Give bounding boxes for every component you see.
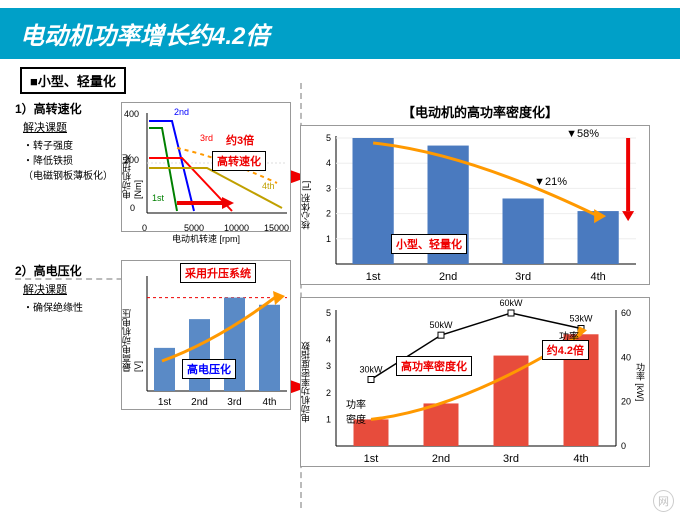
svg-text:2: 2 xyxy=(326,388,331,398)
sec1-title: 1）高转速化 xyxy=(15,100,115,117)
sec1-bullets: ・转子强度 ・降低铁损 （电磁钢板薄板化） xyxy=(23,137,115,182)
sec2-title: 2）高电压化 xyxy=(15,262,115,279)
sec2-subtitle: 解决课题 xyxy=(23,281,115,297)
voltage-chart: 1st 2nd 3rd 4th 最高电动机电压 [V] 采用升压系统 高电压化 xyxy=(121,260,291,410)
svg-text:60kW: 60kW xyxy=(499,298,523,308)
section-label: ■小型、轻量化 xyxy=(20,67,126,94)
sec2-bullets: ・确保绝缘性 xyxy=(23,299,115,314)
svg-text:3rd: 3rd xyxy=(503,453,519,465)
svg-text:1: 1 xyxy=(326,414,331,424)
section-2: 2）高电压化 解决课题 ・确保绝缘性 1st 2nd 3rd 4th 最高电动机电压 … xyxy=(15,260,295,410)
svg-text:2: 2 xyxy=(326,209,331,219)
callout: 高转速化 xyxy=(212,151,266,171)
sec1-subtitle: 解决课题 xyxy=(23,119,115,135)
watermark: 网 xyxy=(653,490,674,512)
svg-text:4: 4 xyxy=(326,335,331,345)
svg-text:50kW: 50kW xyxy=(429,320,453,330)
svg-text:3rd: 3rd xyxy=(227,397,241,408)
page-title: 电动机功率增长约4.2倍 xyxy=(0,8,680,59)
svg-text:3: 3 xyxy=(326,183,331,193)
callout: 高功率密度化 xyxy=(396,356,472,376)
svg-text:3: 3 xyxy=(326,361,331,371)
svg-text:1st: 1st xyxy=(158,397,172,408)
svg-text:30kW: 30kW xyxy=(359,365,383,375)
callout: 采用升压系统 xyxy=(180,263,256,283)
svg-text:5: 5 xyxy=(326,308,331,318)
y-axis-label: 最高电动机电压 [V] xyxy=(120,298,143,372)
volume-chart: 123451st2nd3rd4th 核心体积 [L] 小型、轻量化 ▼58% ▼… xyxy=(300,125,650,285)
svg-text:1st: 1st xyxy=(366,271,381,283)
y2-axis-label: 功率 [kW] xyxy=(634,363,647,402)
svg-text:4th: 4th xyxy=(573,453,588,465)
svg-text:1: 1 xyxy=(326,234,331,244)
svg-text:3rd: 3rd xyxy=(515,271,531,283)
svg-text:4th: 4th xyxy=(590,271,605,283)
callout: 高电压化 xyxy=(182,359,236,379)
section-1: 1）高转速化 解决课题 ・转子强度 ・降低铁损 （电磁钢板薄板化） xyxy=(15,98,295,232)
svg-text:53kW: 53kW xyxy=(569,314,593,324)
svg-text:1st: 1st xyxy=(364,453,379,465)
svg-text:4th: 4th xyxy=(263,397,277,408)
density-chart: 1 2 3 4 5 0 20 40 60 1st 2nd 3rd 4th 30kW 50kW 60kW 53kW… xyxy=(300,297,650,467)
right-title: 【电动机的高功率密度化】 xyxy=(300,102,660,121)
svg-text:5: 5 xyxy=(326,133,331,143)
svg-text:2nd: 2nd xyxy=(432,453,450,465)
svg-text:4: 4 xyxy=(326,158,331,168)
svg-text:20: 20 xyxy=(621,397,631,407)
callout: 约4.2倍 xyxy=(542,340,589,360)
svg-text:40: 40 xyxy=(621,352,631,362)
torque-chart: 电动机扭矩 [Nm] 电动机转速 [rpm] 0 5000 10000 1500… xyxy=(121,102,291,232)
y-axis-label: 电动机扭矩 [Nm] xyxy=(120,135,143,199)
svg-text:2nd: 2nd xyxy=(191,397,208,408)
callout: 约3倍 xyxy=(222,131,258,149)
svg-text:0: 0 xyxy=(621,441,626,451)
x-axis-label: 电动机转速 [rpm] xyxy=(172,232,240,245)
y-axis-label: 电动机功率密度指数 xyxy=(299,342,312,423)
svg-text:60: 60 xyxy=(621,308,631,318)
y-axis-label: 核心体积 [L] xyxy=(299,181,312,230)
svg-text:2nd: 2nd xyxy=(439,271,457,283)
callout: 小型、轻量化 xyxy=(391,234,467,254)
